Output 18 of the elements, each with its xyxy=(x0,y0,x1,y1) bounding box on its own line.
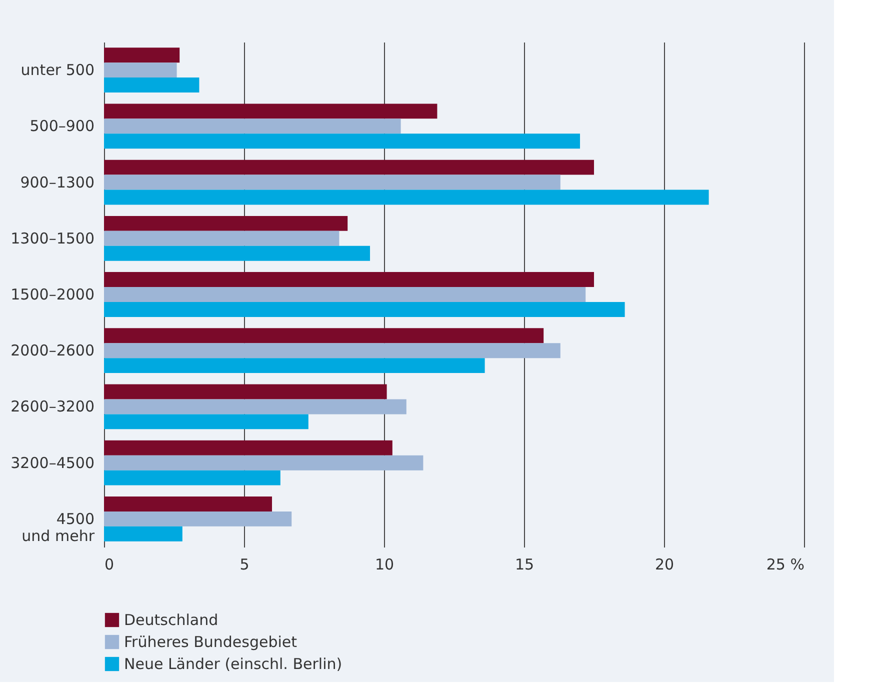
y-tick-label: unter 500 xyxy=(20,61,94,80)
x-tick-label: 5 xyxy=(240,556,250,574)
y-tick-label: 1500–2000 xyxy=(10,286,94,304)
y-tick-label: 500–900 xyxy=(30,117,94,136)
y-tick-label: 4500 und mehr xyxy=(22,510,96,545)
x-tick-label: 15 xyxy=(514,556,534,574)
x-tick-label: 0 xyxy=(104,556,114,574)
x-tick-label: 25 % xyxy=(766,556,804,574)
x-tick-label: 10 xyxy=(374,556,394,574)
y-tick-label: 3200–4500 xyxy=(10,454,94,472)
y-tick-label: 1300–1500 xyxy=(10,229,94,248)
y-tick-label: 900–1300 xyxy=(20,173,94,192)
y-tick-label: 2600–3200 xyxy=(10,398,94,416)
y-tick-label: 2000–2600 xyxy=(10,342,94,360)
legend-label: Neue Länder (einschl. Berlin) xyxy=(124,655,342,673)
x-tick-label: 20 xyxy=(654,556,674,574)
legend-label: Früheres Bundesgebiet xyxy=(124,633,298,651)
legend-label: Deutschland xyxy=(124,611,218,629)
